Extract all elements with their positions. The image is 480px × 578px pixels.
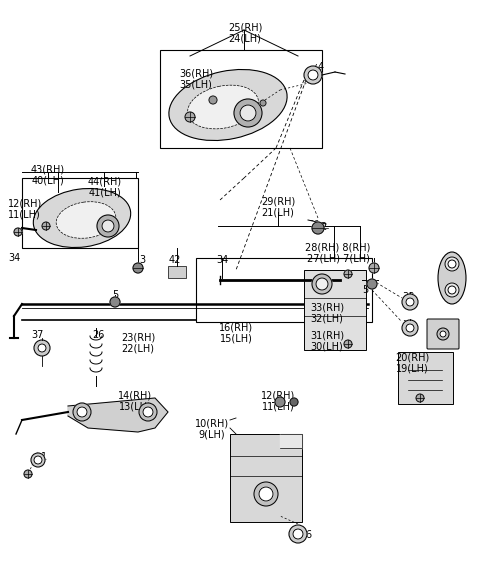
Text: 14(RH)
13(LH): 14(RH) 13(LH) xyxy=(118,390,152,412)
Text: 4: 4 xyxy=(318,62,324,72)
Circle shape xyxy=(445,257,459,271)
Circle shape xyxy=(440,331,446,337)
Circle shape xyxy=(293,529,303,539)
Circle shape xyxy=(234,99,262,127)
Circle shape xyxy=(437,328,449,340)
Text: 16(RH)
15(LH): 16(RH) 15(LH) xyxy=(219,322,253,343)
Circle shape xyxy=(312,274,332,294)
Circle shape xyxy=(448,286,456,294)
Bar xyxy=(196,258,372,322)
Circle shape xyxy=(34,340,50,356)
Text: 12(RH)
11(LH): 12(RH) 11(LH) xyxy=(261,390,295,412)
Circle shape xyxy=(369,263,379,273)
Circle shape xyxy=(31,453,45,467)
Text: 20(RH)
19(LH): 20(RH) 19(LH) xyxy=(395,352,429,373)
Text: 12(RH)
11(LH): 12(RH) 11(LH) xyxy=(8,198,42,220)
Circle shape xyxy=(308,70,318,80)
Text: 2: 2 xyxy=(320,222,326,232)
Text: 5: 5 xyxy=(112,290,118,300)
Bar xyxy=(230,434,302,522)
Circle shape xyxy=(97,215,119,237)
Circle shape xyxy=(102,220,114,232)
Circle shape xyxy=(42,222,50,230)
Text: 25(RH)
24(LH): 25(RH) 24(LH) xyxy=(228,22,262,43)
Circle shape xyxy=(316,278,328,290)
Text: 44(RH)
41(LH): 44(RH) 41(LH) xyxy=(88,176,122,198)
Text: 23(RH)
22(LH): 23(RH) 22(LH) xyxy=(121,332,155,354)
Text: 36(RH)
35(LH): 36(RH) 35(LH) xyxy=(179,68,213,90)
Circle shape xyxy=(139,403,157,421)
Bar xyxy=(304,270,366,350)
Circle shape xyxy=(402,294,418,310)
Circle shape xyxy=(402,320,418,336)
Text: 5: 5 xyxy=(362,285,368,295)
Circle shape xyxy=(344,340,352,348)
Circle shape xyxy=(406,298,414,306)
Text: 33(RH)
32(LH): 33(RH) 32(LH) xyxy=(310,302,344,324)
Circle shape xyxy=(445,283,459,297)
Text: 10(RH)
9(LH): 10(RH) 9(LH) xyxy=(195,418,229,440)
FancyBboxPatch shape xyxy=(427,319,459,349)
Circle shape xyxy=(260,100,266,106)
Circle shape xyxy=(254,482,278,506)
Ellipse shape xyxy=(33,188,131,247)
Text: 28(RH) 8(RH)
27(LH) 7(LH): 28(RH) 8(RH) 27(LH) 7(LH) xyxy=(305,242,371,264)
Circle shape xyxy=(14,228,22,236)
Circle shape xyxy=(344,270,352,278)
Circle shape xyxy=(24,470,32,478)
Text: 39: 39 xyxy=(402,320,414,330)
Circle shape xyxy=(240,105,256,121)
Circle shape xyxy=(416,394,424,402)
Circle shape xyxy=(448,260,456,268)
Circle shape xyxy=(406,324,414,332)
Ellipse shape xyxy=(438,252,466,304)
Circle shape xyxy=(110,297,120,307)
Circle shape xyxy=(312,222,324,234)
Text: 34: 34 xyxy=(216,255,228,265)
Circle shape xyxy=(367,279,377,289)
Circle shape xyxy=(290,398,298,406)
Circle shape xyxy=(259,487,273,501)
Circle shape xyxy=(275,397,285,407)
Text: 3: 3 xyxy=(139,255,145,265)
Text: 6: 6 xyxy=(305,530,311,540)
Text: 38: 38 xyxy=(402,292,414,302)
Circle shape xyxy=(209,96,217,104)
Circle shape xyxy=(38,344,46,352)
Ellipse shape xyxy=(169,69,287,140)
Bar xyxy=(168,266,186,278)
Text: 1: 1 xyxy=(41,452,47,462)
Circle shape xyxy=(289,525,307,543)
Ellipse shape xyxy=(188,85,259,129)
Bar xyxy=(160,50,322,148)
Bar xyxy=(22,178,138,248)
Text: 42: 42 xyxy=(169,255,181,265)
Circle shape xyxy=(133,263,143,273)
Circle shape xyxy=(304,66,322,84)
Circle shape xyxy=(143,407,153,417)
Circle shape xyxy=(34,456,42,464)
Text: 29(RH)
21(LH): 29(RH) 21(LH) xyxy=(261,196,295,217)
Circle shape xyxy=(77,407,87,417)
Ellipse shape xyxy=(56,202,116,238)
Polygon shape xyxy=(68,398,168,432)
Text: 31(RH)
30(LH): 31(RH) 30(LH) xyxy=(310,330,344,351)
Bar xyxy=(398,352,453,404)
Circle shape xyxy=(73,403,91,421)
Circle shape xyxy=(185,112,195,122)
Text: 18: 18 xyxy=(448,255,460,265)
Text: 43(RH)
40(LH): 43(RH) 40(LH) xyxy=(31,164,65,186)
Text: 17: 17 xyxy=(434,320,446,330)
Text: 34: 34 xyxy=(8,253,20,263)
Polygon shape xyxy=(280,434,302,448)
Text: 26: 26 xyxy=(92,330,104,340)
Text: 37: 37 xyxy=(32,330,44,340)
